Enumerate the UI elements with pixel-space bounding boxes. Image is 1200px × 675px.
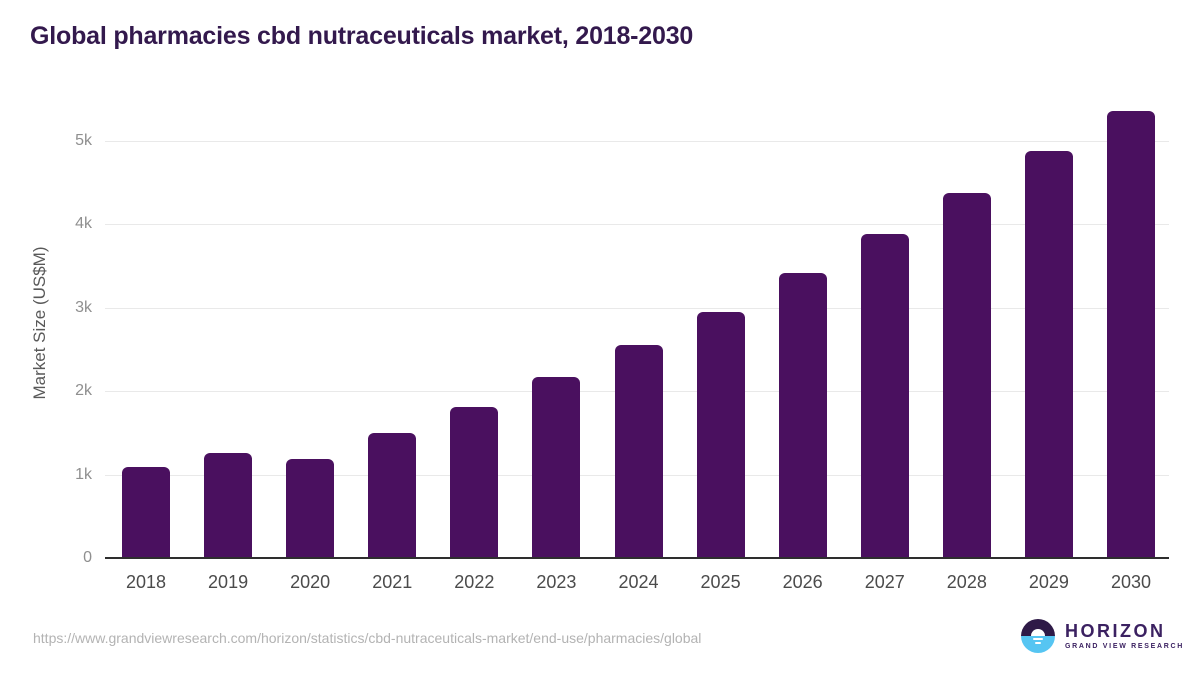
logo-text: HORIZON GRAND VIEW RESEARCH: [1065, 622, 1184, 651]
horizon-sunrise-icon: [1021, 619, 1055, 653]
x-tick-label: 2029: [1028, 572, 1069, 592]
bar-2025: [696, 311, 745, 557]
y-tick-label: 4k: [75, 215, 92, 232]
x-tick-label: 2028: [946, 572, 987, 592]
gridline: [105, 224, 1169, 225]
x-tick-label: 2022: [454, 572, 495, 592]
gridline: [105, 140, 1169, 142]
y-tick-label: 5k: [75, 131, 92, 149]
sun-reflection-line-icon: [1033, 638, 1043, 640]
bar-2024: [614, 345, 663, 557]
x-tick-label: 2030: [1110, 572, 1152, 592]
x-tick-label: 2024: [618, 572, 659, 592]
bar-2018: [122, 466, 170, 557]
bar-2029: [1024, 151, 1073, 557]
bar-2028: [942, 192, 991, 557]
horizon-logo: HORIZON GRAND VIEW RESEARCH: [1021, 619, 1184, 653]
x-tick-label: 2021: [372, 572, 413, 592]
x-tick-label: 2023: [536, 572, 577, 592]
bar-2023: [532, 377, 581, 557]
bar-2030: [1107, 111, 1155, 557]
y-tick-label: 2k: [75, 382, 92, 399]
bar-2021: [368, 433, 417, 557]
bar-2026: [778, 272, 827, 557]
y-tick-label: 1k: [75, 465, 92, 483]
x-tick-label: 2019: [208, 572, 249, 592]
bar-2027: [860, 233, 909, 557]
chart-title: Global pharmacies cbd nutraceuticals mar…: [30, 22, 694, 50]
x-tick-label: 2020: [290, 572, 331, 592]
x-axis-line: [105, 557, 1169, 559]
sun-dome-icon: [1031, 629, 1045, 636]
x-tick-label: 2026: [782, 572, 823, 592]
gridline: [105, 307, 1169, 309]
y-tick-label: 3k: [75, 298, 92, 316]
bar-2019: [204, 452, 253, 557]
source-url: https://www.grandviewresearch.com/horizo…: [33, 630, 702, 646]
x-tick-label: 2027: [864, 572, 905, 592]
x-tick-label: 2018: [125, 572, 167, 592]
bar-2022: [450, 406, 499, 557]
y-tick-label: 0: [83, 549, 92, 566]
bar-2020: [286, 459, 335, 557]
logo-subtitle: GRAND VIEW RESEARCH: [1065, 642, 1185, 650]
logo-title: HORIZON: [1065, 620, 1166, 641]
x-tick-label: 2025: [700, 572, 741, 592]
sun-reflection-line-icon: [1035, 642, 1041, 644]
